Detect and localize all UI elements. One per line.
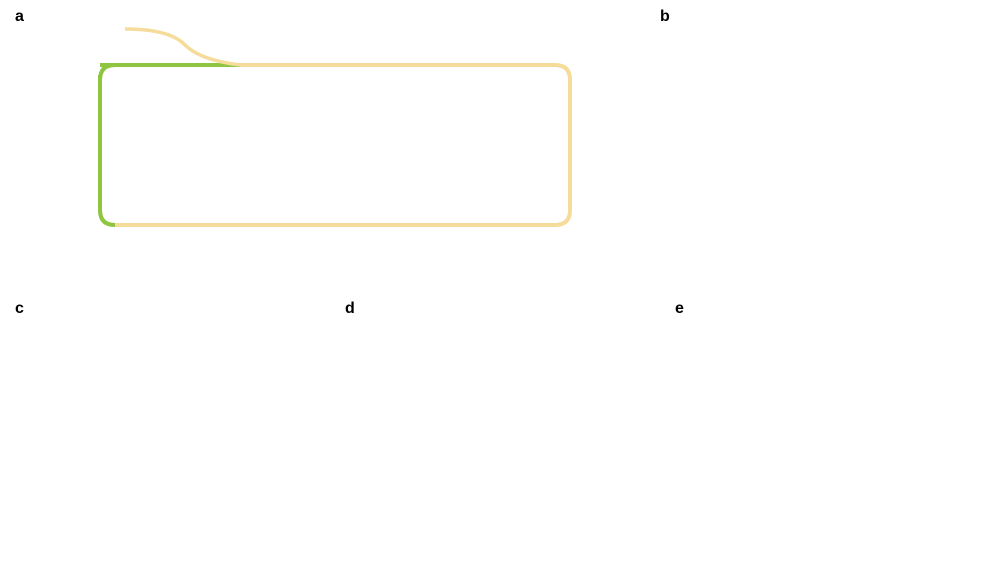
panel-a-diagram — [10, 5, 630, 285]
panel-d-chart — [340, 300, 660, 580]
panel-b-chart — [665, 5, 995, 275]
panel-e-chart — [670, 300, 990, 580]
panel-c-chart — [10, 300, 330, 580]
